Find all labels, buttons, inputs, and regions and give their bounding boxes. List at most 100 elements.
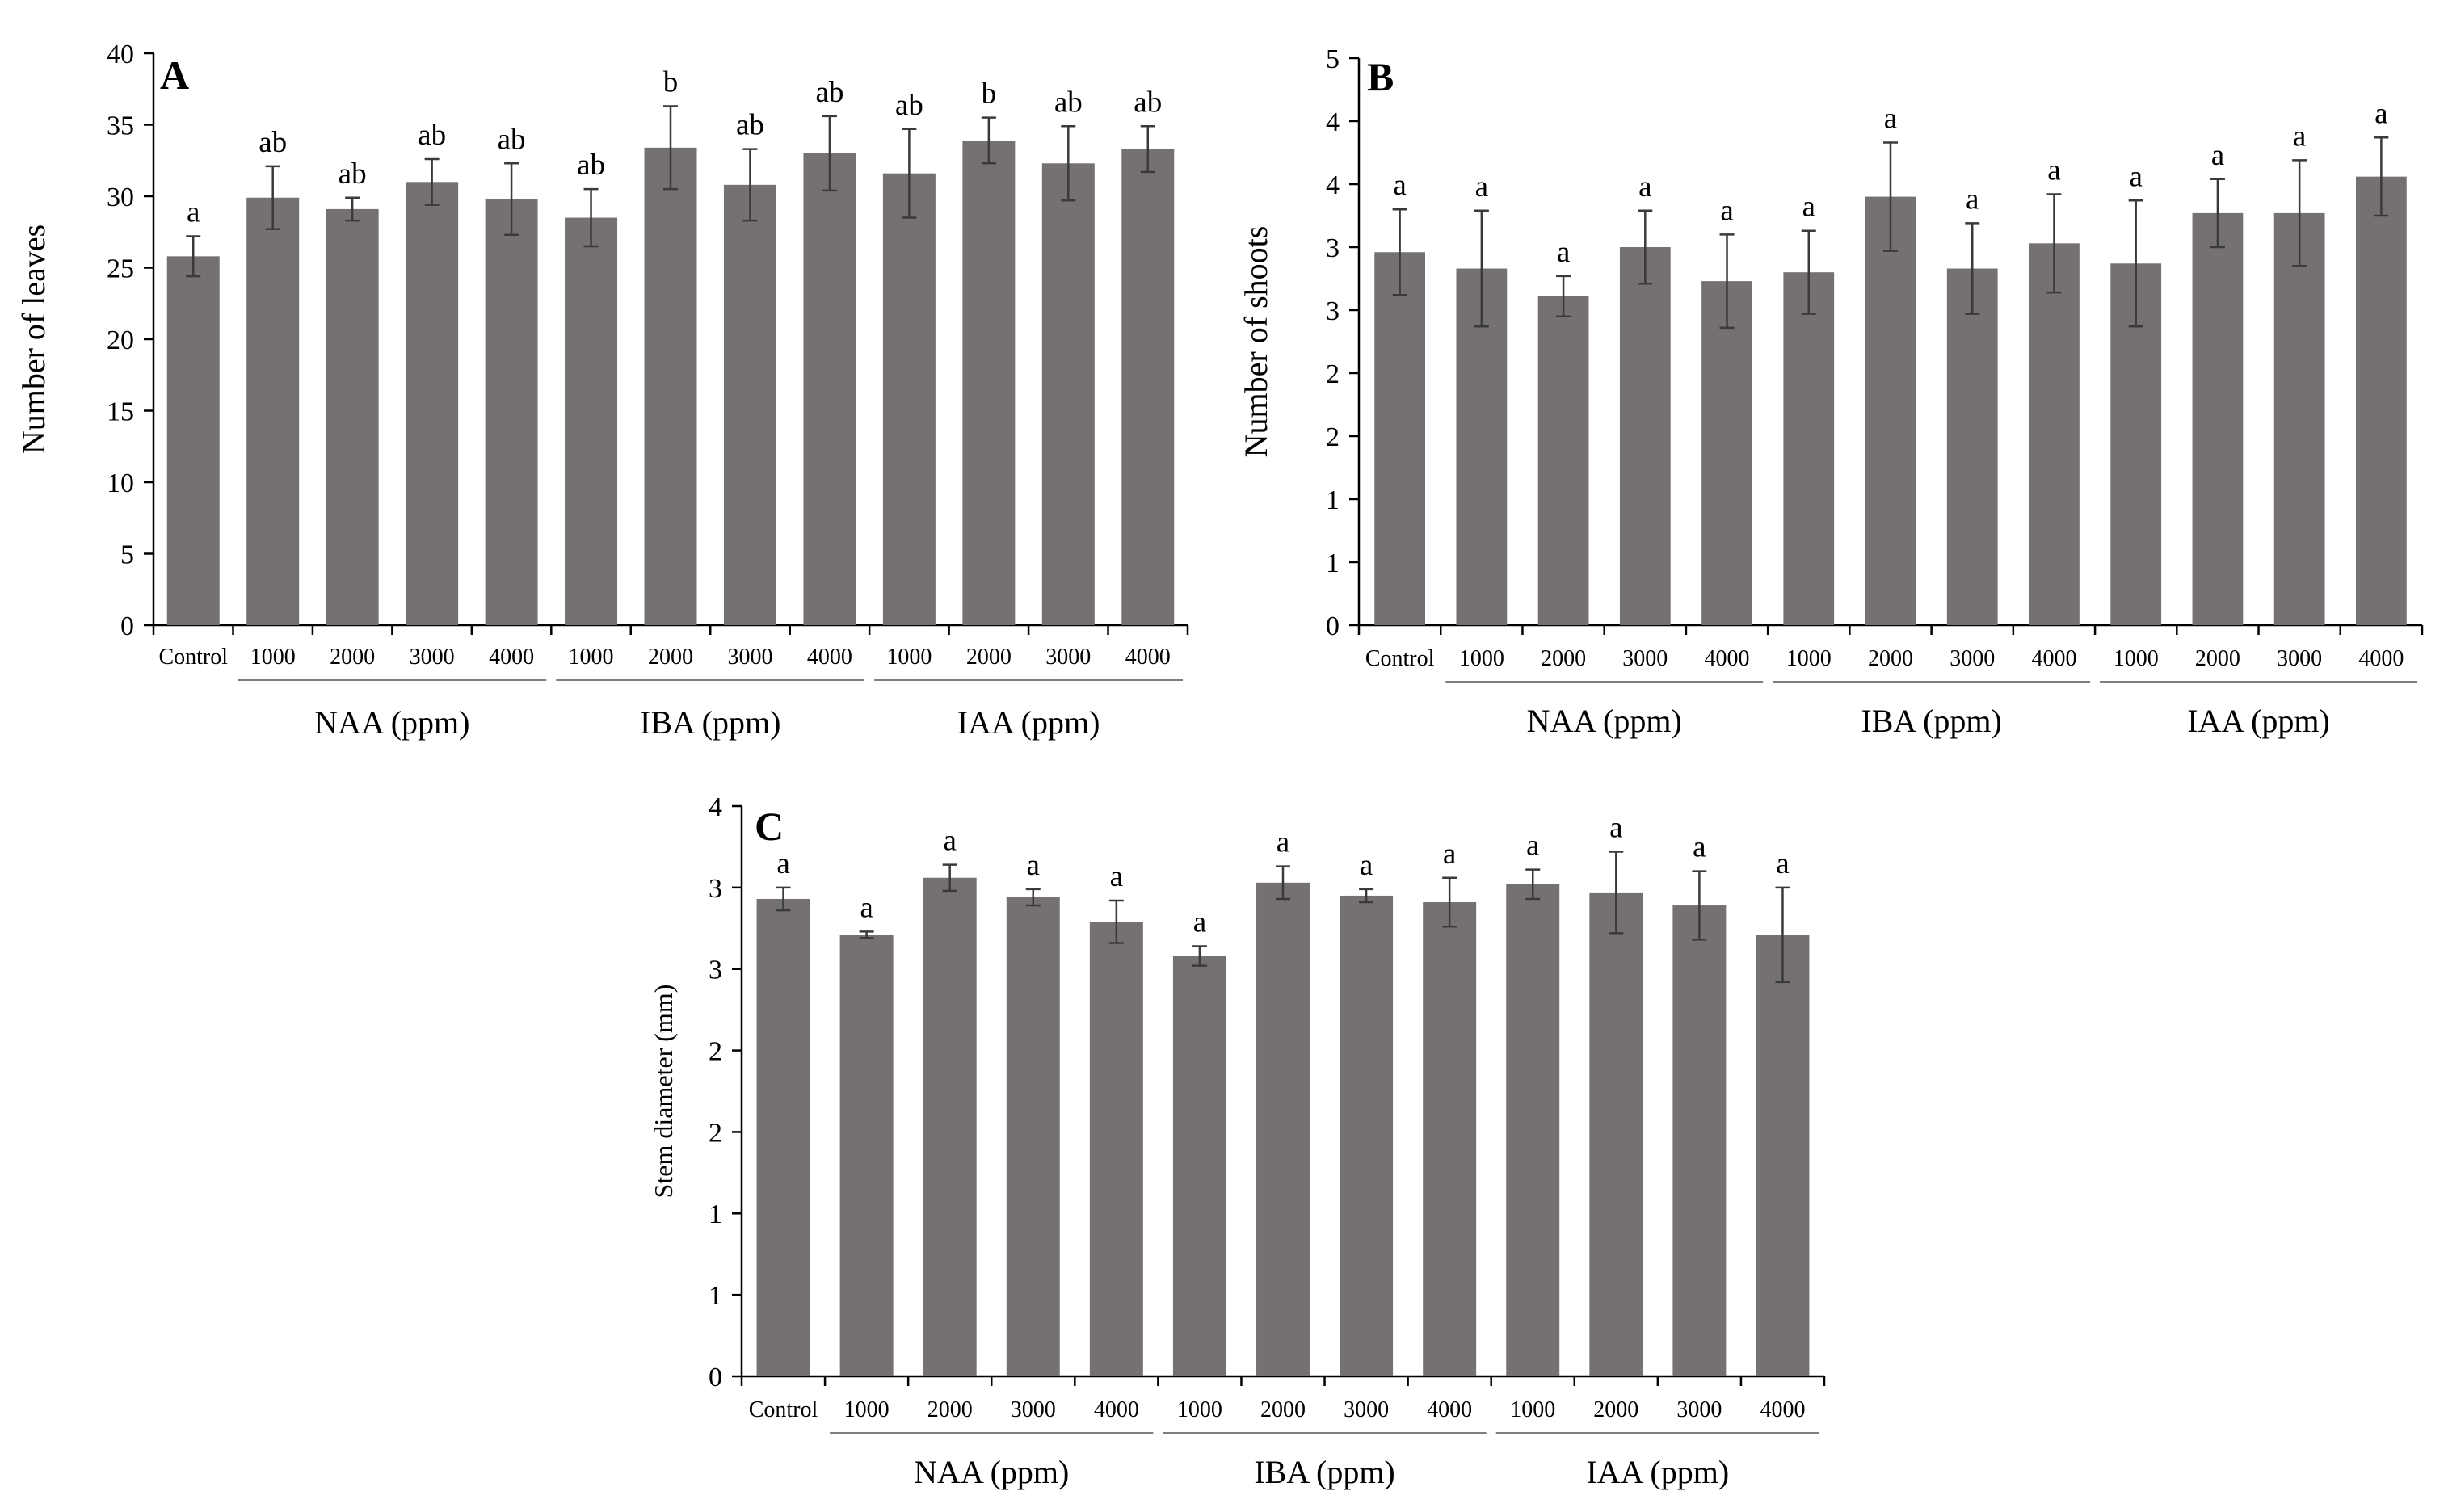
y-tick-label: 0 — [120, 611, 134, 641]
group-label: IBA (ppm) — [640, 704, 780, 741]
group-label: IBA (ppm) — [1861, 703, 2001, 739]
bar — [962, 140, 1016, 626]
bar — [565, 217, 618, 625]
bar — [2273, 212, 2325, 625]
group-label: IAA (ppm) — [1587, 1454, 1730, 1490]
x-tick-label: 2000 — [927, 1397, 973, 1422]
y-axis-title: Stem diameter (mm) — [649, 985, 678, 1199]
bar — [1865, 196, 1916, 626]
y-tick-label: 2 — [709, 1036, 722, 1066]
y-tick-label: 3 — [1326, 296, 1340, 326]
bar — [839, 934, 894, 1376]
significance-letter: a — [2129, 160, 2142, 193]
bar — [723, 184, 776, 626]
bar — [1619, 247, 1671, 625]
bar — [1946, 268, 1998, 625]
x-tick-label: 4000 — [489, 645, 534, 670]
x-tick-label: 1000 — [250, 645, 296, 670]
x-tick-label: 1000 — [1786, 646, 1832, 671]
significance-letter: ab — [1134, 86, 1162, 119]
x-tick-label: 4000 — [1125, 645, 1171, 670]
bar — [2356, 176, 2407, 625]
bar — [1089, 922, 1143, 1376]
x-tick-label: 3000 — [727, 645, 772, 670]
x-tick-label: 1000 — [1459, 646, 1504, 671]
x-tick-label: 2000 — [2195, 646, 2240, 671]
y-tick-label: 20 — [107, 326, 134, 355]
significance-letter: a — [187, 196, 200, 229]
y-tick-label: 2 — [1326, 359, 1340, 389]
significance-letter: a — [1693, 831, 1706, 864]
bar — [1537, 296, 1589, 625]
bar — [882, 173, 936, 625]
significance-letter: a — [1776, 847, 1789, 880]
bar — [644, 147, 697, 625]
x-tick-label: 4000 — [1705, 646, 1750, 671]
significance-letter: a — [2047, 153, 2060, 187]
x-tick-label: 2000 — [966, 645, 1012, 670]
bar — [923, 877, 977, 1376]
x-tick-label: 2000 — [1593, 1397, 1638, 1422]
chart-panel-a: 0 5 10 15 20 25 30 35 40 a Control ab 1000 ab 2000 ab 30… — [15, 40, 1189, 741]
group-label: NAA (ppm) — [914, 1454, 1069, 1490]
panel-label: B — [1367, 54, 1394, 99]
group-label: IBA (ppm) — [1254, 1454, 1394, 1490]
significance-letter: a — [1638, 170, 1651, 204]
x-tick-label: Control — [158, 645, 228, 670]
x-tick-label: 4000 — [1760, 1397, 1805, 1422]
y-tick-label: 0 — [709, 1363, 722, 1392]
bar — [1756, 934, 1810, 1376]
x-tick-label: 3000 — [410, 645, 455, 670]
x-tick-label: 1000 — [1177, 1397, 1222, 1422]
x-tick-label: 1000 — [844, 1397, 890, 1422]
bar — [406, 182, 459, 626]
bar — [1041, 163, 1095, 626]
bar — [1256, 882, 1310, 1376]
significance-letter: ab — [1054, 86, 1083, 119]
significance-letter: a — [2293, 120, 2306, 153]
bar — [1423, 902, 1477, 1376]
y-tick-label: 2 — [709, 1118, 722, 1148]
y-axis-title: Number of leaves — [15, 225, 52, 454]
y-tick-label: 30 — [107, 183, 134, 212]
chart-panel-b: 0 1 1 2 2 3 3 4 4 5 a Control a 1000 a 2000 a 3000 a 4000 a 1… — [1238, 44, 2424, 739]
bar — [1589, 892, 1643, 1376]
x-tick-label: 4000 — [807, 645, 852, 670]
group-label: IAA (ppm) — [957, 704, 1100, 741]
group-label: NAA (ppm) — [1527, 703, 1682, 739]
bar — [166, 256, 220, 625]
significance-letter: ab — [577, 149, 605, 182]
bar — [2192, 212, 2244, 625]
significance-letter: ab — [259, 126, 287, 159]
bar — [803, 153, 856, 625]
x-tick-label: 3000 — [1344, 1397, 1389, 1422]
x-tick-label: 4000 — [1094, 1397, 1139, 1422]
x-tick-label: 3000 — [1676, 1397, 1722, 1422]
significance-letter: ab — [339, 158, 367, 191]
bar — [1506, 884, 1560, 1376]
y-tick-label: 25 — [107, 254, 134, 284]
x-tick-label: 2000 — [1868, 646, 1913, 671]
y-tick-label: 3 — [709, 956, 722, 985]
panel-label: C — [755, 804, 784, 849]
bar — [326, 208, 379, 625]
group-label: NAA (ppm) — [314, 704, 469, 741]
significance-letter: a — [1557, 236, 1570, 269]
x-tick-label: 2000 — [648, 645, 693, 670]
y-tick-label: 10 — [107, 468, 134, 498]
x-tick-label: 2000 — [1260, 1397, 1306, 1422]
significance-letter: ab — [895, 89, 923, 122]
x-tick-label: Control — [749, 1397, 818, 1422]
y-tick-label: 1 — [1326, 485, 1340, 515]
significance-letter: a — [1475, 170, 1488, 204]
y-tick-label: 5 — [1326, 44, 1340, 74]
y-tick-label: 4 — [1326, 170, 1340, 200]
significance-letter: a — [1526, 830, 1539, 863]
significance-letter: b — [982, 78, 997, 111]
significance-letter: a — [1027, 849, 1040, 882]
bar — [2029, 243, 2080, 625]
significance-letter: a — [1393, 169, 1406, 202]
significance-letter: a — [1443, 838, 1456, 871]
chart-panel-c: 0 1 1 2 2 3 3 4 a Control a 1000 a 2000 a 3000 a 4000 a 100… — [649, 792, 1826, 1490]
